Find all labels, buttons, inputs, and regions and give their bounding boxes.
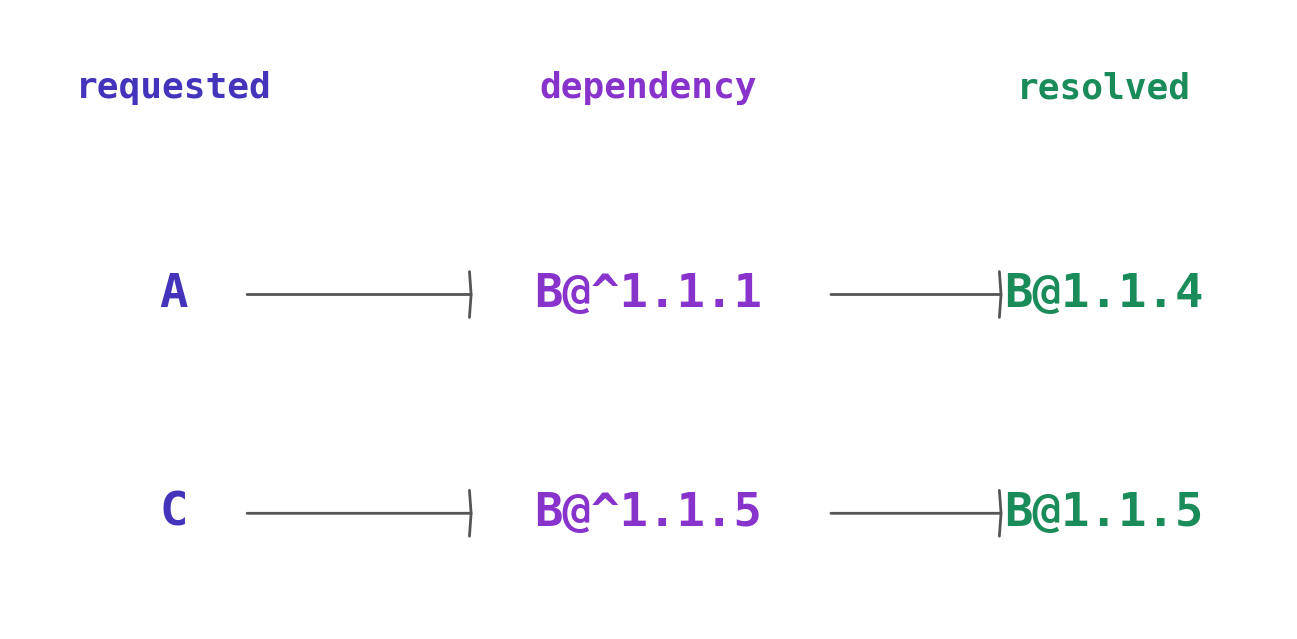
Text: dependency: dependency [540, 71, 757, 105]
Text: B@1.1.5: B@1.1.5 [1004, 491, 1204, 535]
Text: B@^1.1.5: B@^1.1.5 [534, 491, 763, 535]
Text: A: A [160, 272, 188, 317]
Text: requested: requested [75, 71, 271, 105]
Text: resolved: resolved [1017, 71, 1191, 105]
Text: B@1.1.4: B@1.1.4 [1004, 272, 1204, 317]
Text: B@^1.1.1: B@^1.1.1 [534, 272, 763, 317]
Text: C: C [160, 491, 188, 535]
